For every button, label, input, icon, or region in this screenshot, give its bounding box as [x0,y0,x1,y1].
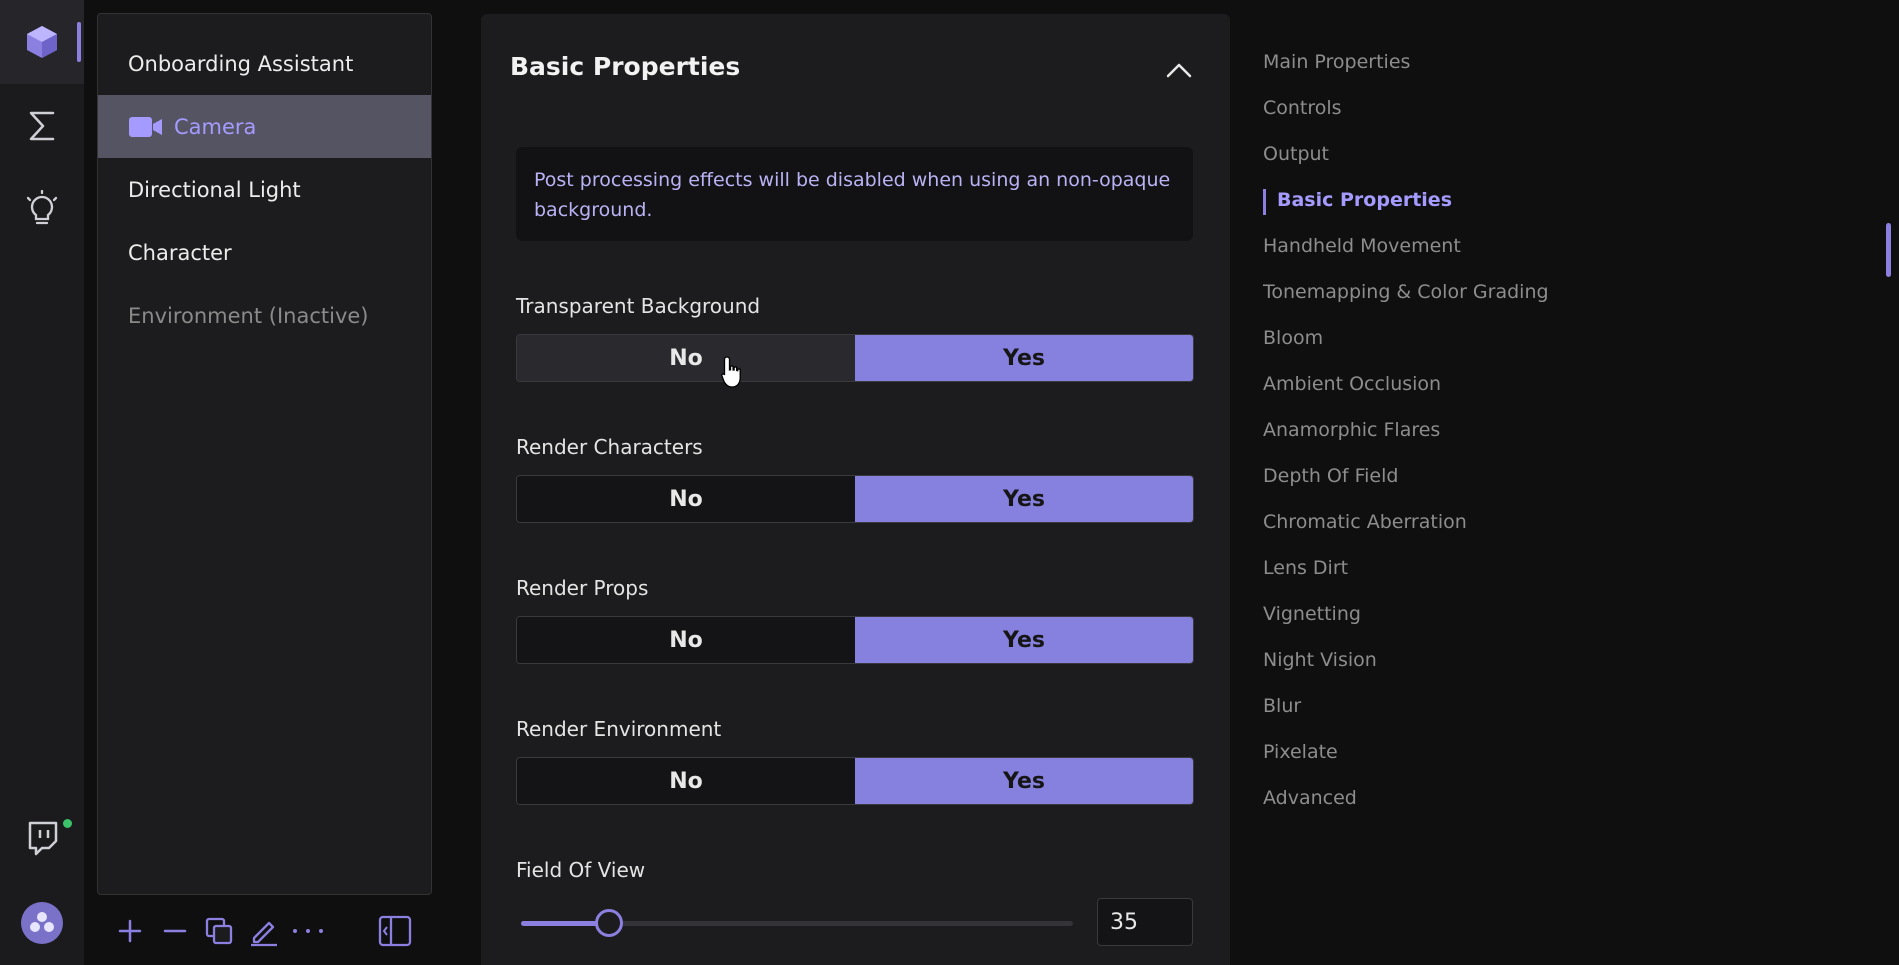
rail-functions-button[interactable] [0,84,84,168]
scene-item-label: Environment (Inactive) [128,303,369,328]
add-button[interactable] [113,914,147,948]
cube-icon [27,26,57,58]
fov-slider[interactable] [521,909,1073,937]
collapse-panel-icon [378,915,412,947]
option-yes[interactable]: Yes [855,758,1193,804]
scene-item-onboarding-assistant[interactable]: Onboarding Assistant [98,32,431,95]
add-icon [118,919,142,943]
field-label-render-environment: Render Environment [516,717,722,741]
collapse-panel-button[interactable] [378,914,412,948]
duplicate-button[interactable] [202,914,236,948]
nav-item-bloom[interactable]: Bloom [1263,327,1324,349]
option-yes[interactable]: Yes [855,476,1193,522]
rail-twitch-button[interactable] [0,795,84,879]
lightbulb-icon [26,190,58,225]
field-label-render-props: Render Props [516,576,649,600]
field-label-field-of-view: Field Of View [516,858,646,882]
nav-item-ambient-occlusion[interactable]: Ambient Occlusion [1263,373,1442,395]
nav-item-basic-properties[interactable]: Basic Properties [1277,189,1452,211]
toggle-transparent-background: No Yes [516,334,1194,382]
scroll-indicator[interactable] [1886,223,1891,277]
nav-item-handheld-movement[interactable]: Handheld Movement [1263,235,1461,257]
scene-toolbar [97,902,432,958]
nav-item-tonemapping[interactable]: Tonemapping & Color Grading [1263,281,1549,303]
app-logo-icon [21,902,63,944]
scene-item-camera[interactable]: Camera [98,95,431,158]
scene-item-label: Onboarding Assistant [128,51,354,76]
nav-active-marker [1263,189,1266,215]
remove-button[interactable] [158,914,192,948]
info-notice: Post processing effects will be disabled… [516,147,1193,241]
collapse-section-button[interactable] [1161,52,1197,88]
rail-account-button[interactable] [0,881,84,965]
option-no[interactable]: No [517,335,855,381]
toggle-render-props: No Yes [516,616,1194,664]
field-label-render-characters: Render Characters [516,435,703,459]
hand-cursor-icon [720,355,744,393]
nav-item-night-vision[interactable]: Night Vision [1263,649,1377,671]
nav-item-lens-dirt[interactable]: Lens Dirt [1263,557,1349,579]
scene-item-label: Camera [174,114,257,139]
section-title: Basic Properties [510,52,741,81]
duplicate-icon [205,917,233,945]
rail-ideas-button[interactable] [0,168,84,252]
nav-item-vignetting[interactable]: Vignetting [1263,603,1361,625]
nav-item-depth-of-field[interactable]: Depth Of Field [1263,465,1399,487]
rail-scene-button[interactable] [0,0,84,84]
rename-button[interactable] [247,914,281,948]
chevron-up-icon [1166,63,1192,78]
more-button[interactable] [291,914,325,948]
option-no[interactable]: No [517,617,855,663]
twitch-icon [28,821,58,856]
scene-item-directional-light[interactable]: Directional Light [98,158,431,221]
nav-item-main-properties[interactable]: Main Properties [1263,51,1411,73]
fov-slider-fill [521,921,610,926]
fov-input[interactable]: 35 [1097,898,1193,946]
camera-icon [128,115,164,139]
option-yes[interactable]: Yes [855,617,1193,663]
option-no[interactable]: No [517,758,855,804]
fov-slider-thumb[interactable] [595,909,624,937]
properties-panel: Basic Properties Post processing effects… [481,14,1230,965]
scene-item-environment[interactable]: Environment (Inactive) [98,284,431,347]
scene-item-character[interactable]: Character [98,221,431,284]
scene-item-label: Character [128,240,232,265]
more-icon [293,929,323,933]
nav-item-pixelate[interactable]: Pixelate [1263,741,1338,763]
scene-panel: Onboarding Assistant Camera Directional … [97,13,432,895]
remove-icon [163,929,187,933]
field-label-transparent-background: Transparent Background [516,294,761,318]
option-no[interactable]: No [517,476,855,522]
nav-item-controls[interactable]: Controls [1263,97,1342,119]
nav-item-anamorphic-flares[interactable]: Anamorphic Flares [1263,419,1441,441]
nav-item-chromatic-aberration[interactable]: Chromatic Aberration [1263,511,1467,533]
sigma-icon [29,111,55,141]
online-status-dot [63,819,72,828]
toggle-render-characters: No Yes [516,475,1194,523]
icon-rail [0,0,84,965]
option-yes[interactable]: Yes [855,335,1193,381]
nav-item-advanced[interactable]: Advanced [1263,787,1357,809]
toggle-render-environment: No Yes [516,757,1194,805]
nav-item-output[interactable]: Output [1263,143,1329,165]
scene-item-label: Directional Light [128,177,301,202]
rename-icon [251,921,277,947]
nav-item-blur[interactable]: Blur [1263,695,1302,717]
